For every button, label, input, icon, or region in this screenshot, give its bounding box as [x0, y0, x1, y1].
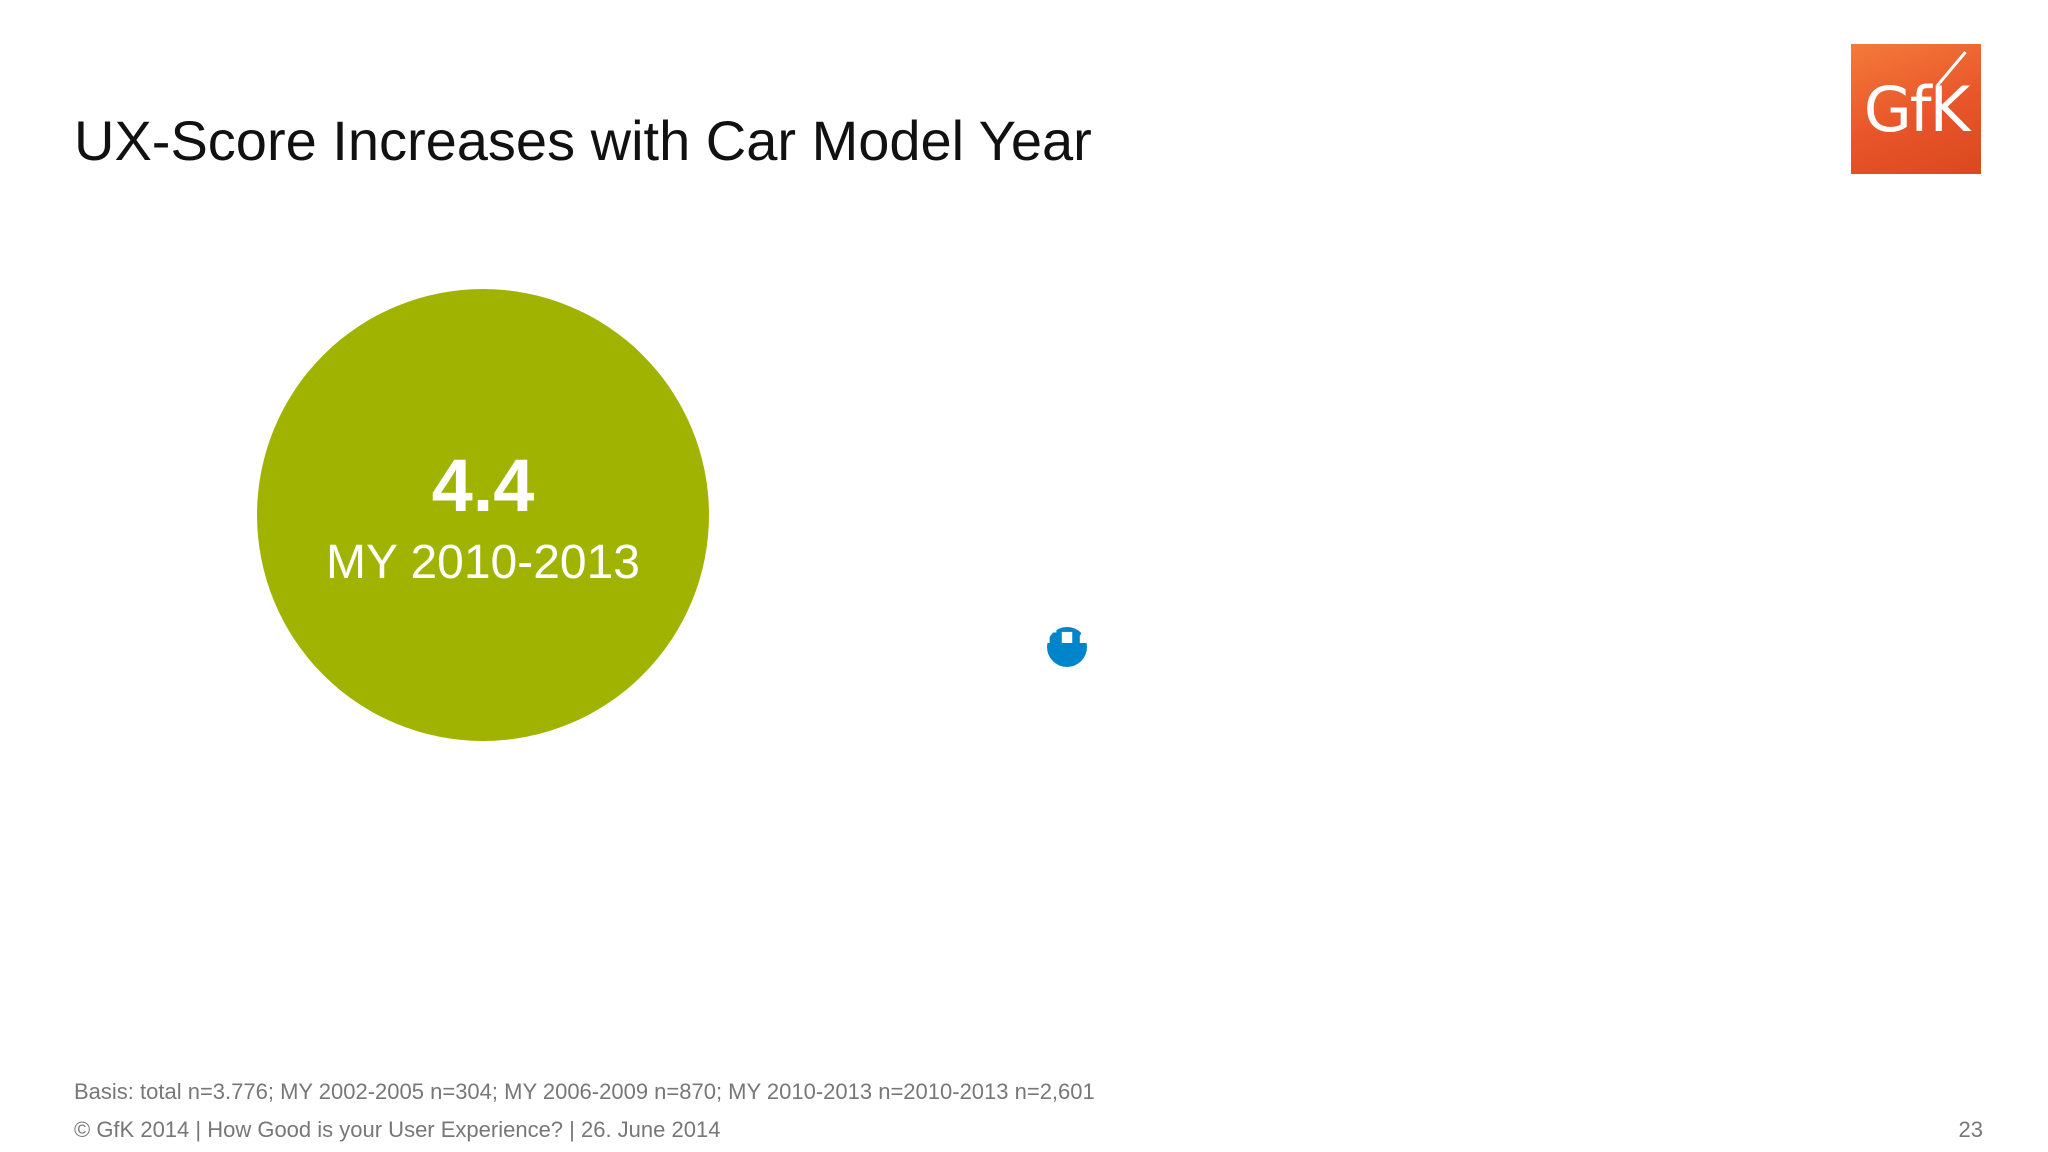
- slide-title: UX-Score Increases with Car Model Year: [74, 109, 1092, 172]
- bubble-circle: [1047, 627, 1087, 667]
- bubble-value-label: 4.2: [1016, 576, 1119, 659]
- gfk-logo-text: GfK: [1863, 72, 1971, 146]
- page-number: 23: [1958, 1117, 1983, 1142]
- bubble-my-2002-2005: 4.1 MY 2002-2005: [1455, 642, 1769, 787]
- bubble-value-label: 4.1: [1561, 642, 1664, 725]
- bubble-category-label: MY 2006-2009: [910, 668, 1224, 721]
- bubble-my-2006-2009: 4.2 MY 2006-2009: [910, 576, 1224, 721]
- bubble-category-label: MY 2010-2013: [326, 536, 640, 589]
- bubble-value-label: 4.4: [432, 444, 535, 527]
- basis-note: Basis: total n=3.776; MY 2002-2005 n=304…: [74, 1079, 1095, 1104]
- footer-copyright: © GfK 2014 | How Good is your User Exper…: [74, 1117, 721, 1142]
- bubble-circle: [257, 289, 709, 741]
- gfk-logo: GfK: [1851, 44, 1981, 174]
- bubble-category-label: MY 2002-2005: [1455, 734, 1769, 787]
- bubble-my-2010-2013: 4.4 MY 2010-2013: [257, 289, 709, 741]
